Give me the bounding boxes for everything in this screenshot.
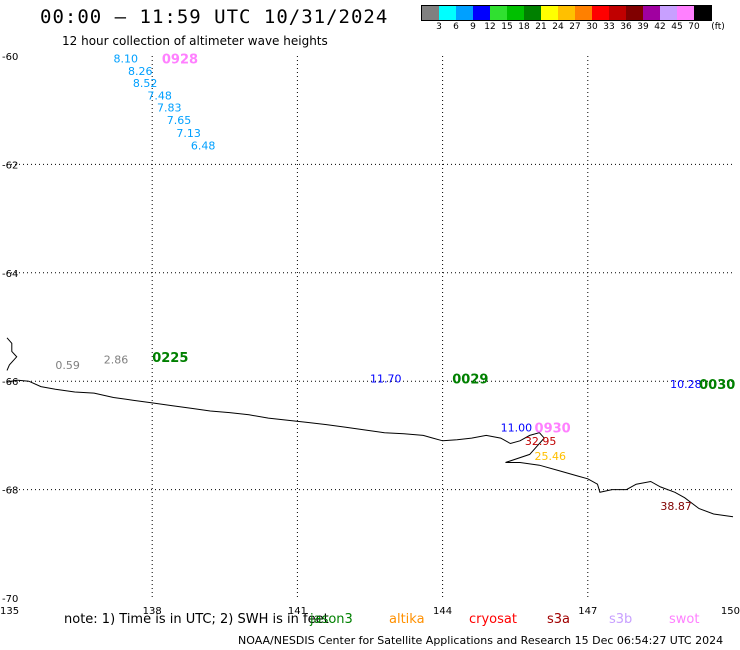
pass-time-label: 0928: [162, 53, 198, 68]
pass-time-label: 0225: [152, 351, 188, 366]
scale-swatch: [694, 6, 711, 20]
pass-time-label: 0029: [452, 372, 488, 387]
wave-height-value: 7.65: [167, 114, 192, 127]
longitude-tick-label: 147: [578, 606, 597, 617]
scale-swatch: [660, 6, 677, 20]
scale-swatch: [541, 6, 558, 20]
latitude-tick-label: -68: [2, 486, 18, 497]
scale-label: 18: [518, 22, 530, 32]
scale-swatch: [592, 6, 609, 20]
scale-label: 39: [637, 22, 649, 32]
scale-label: 33: [603, 22, 615, 32]
scale-swatch: [558, 6, 575, 20]
antarctic-coastline-west: [6, 337, 18, 371]
scale-label: 24: [552, 22, 564, 32]
scale-swatch: [439, 6, 456, 20]
footer-note: note: 1) Time is in UTC; 2) SWH is in fe…: [64, 612, 329, 627]
scale-label: 36: [620, 22, 632, 32]
wave-height-value: 7.13: [176, 127, 201, 140]
wave-height-value: 6.48: [191, 139, 216, 152]
map-subtitle: 12 hour collection of altimeter wave hei…: [62, 34, 328, 48]
credit-line: NOAA/NESDIS Center for Satellite Applica…: [238, 634, 724, 647]
wave-height-value: 8.26: [128, 65, 153, 78]
scale-label: 27: [569, 22, 581, 32]
mission-legend-item: s3b: [609, 612, 633, 627]
wave-height-value: 11.00: [501, 421, 533, 434]
wave-height-value: 11.70: [370, 372, 402, 385]
scale-swatch: [507, 6, 524, 20]
scale-label: 15: [501, 22, 513, 32]
axis-tick-labels: 135 138 141 144 147 150-60-62-64-66-68-70: [0, 52, 740, 617]
wave-height-value: 0.59: [55, 359, 80, 372]
mission-legend-item: swot: [669, 612, 700, 627]
scale-label: 12: [484, 22, 496, 32]
scale-swatch: [626, 6, 643, 20]
scale-swatch: [422, 6, 439, 20]
wave-height-value: 10.28: [670, 378, 702, 391]
scale-swatch: [490, 6, 507, 20]
scale-swatch: [643, 6, 660, 20]
wave-height-value: 2.86: [104, 354, 129, 367]
wave-height-value: 7.83: [157, 101, 182, 114]
scale-label: 42: [654, 22, 666, 32]
scale-swatch: [456, 6, 473, 20]
scale-label: 30: [586, 22, 598, 32]
wave-height-value: 8.10: [113, 53, 138, 66]
scale-label: 9: [470, 22, 476, 32]
longitude-tick-label: 144: [433, 606, 452, 617]
latitude-tick-label: -62: [2, 160, 18, 171]
pass-time-label: 0030: [699, 378, 735, 393]
mission-legend-item: cryosat: [469, 612, 517, 627]
wave-height-observations: 8.108.268.527.487.837.657.136.48 0928 0.59…: [55, 53, 735, 513]
antarctic-coastline: [6, 379, 734, 518]
latitude-tick-label: -60: [2, 52, 18, 63]
mission-legend-item: s3a: [547, 612, 571, 627]
scale-swatch: [677, 6, 694, 20]
wave-height-value: 7.48: [147, 90, 172, 103]
wave-height-value: 38.87: [660, 500, 692, 513]
color-scale-labels: 3 6 9 12 15 18 21 24 27 30 33 36 39 42 45 70 (ft): [421, 21, 725, 33]
wave-height-color-scale: 3 6 9 12 15 18 21 24 27 30 33 36 39 42 45 70 (ft): [421, 5, 725, 33]
wave-height-value: 8.52: [133, 77, 158, 90]
map-title: 00:00 – 11:59 UTC 10/31/2024: [40, 6, 389, 28]
scale-unit: (ft): [711, 22, 725, 32]
wave-height-value: 25.46: [535, 450, 567, 463]
graticule: [7, 56, 733, 598]
coastline: [6, 337, 734, 518]
latitude-tick-label: -70: [2, 594, 18, 605]
longitude-tick-label: 150: [721, 606, 740, 617]
mission-legend-item: jason3: [310, 612, 353, 627]
color-scale-swatches: [421, 5, 712, 21]
scale-swatch: [575, 6, 592, 20]
scale-swatch: [473, 6, 490, 20]
scale-label: 3: [436, 22, 442, 32]
scale-label: 6: [453, 22, 459, 32]
scale-label: 70: [688, 22, 700, 32]
latitude-tick-label: -64: [2, 269, 18, 280]
pass-time-label: 0930: [535, 421, 571, 436]
scale-label: 21: [535, 22, 547, 32]
scale-label: 45: [671, 22, 683, 32]
mission-legend-item: altika: [389, 612, 425, 627]
longitude-tick-label: 135: [0, 606, 19, 617]
wave-height-value: 32.95: [525, 435, 557, 448]
latitude-tick-label: -66: [2, 377, 18, 388]
scale-swatch: [524, 6, 541, 20]
scale-swatch: [609, 6, 626, 20]
